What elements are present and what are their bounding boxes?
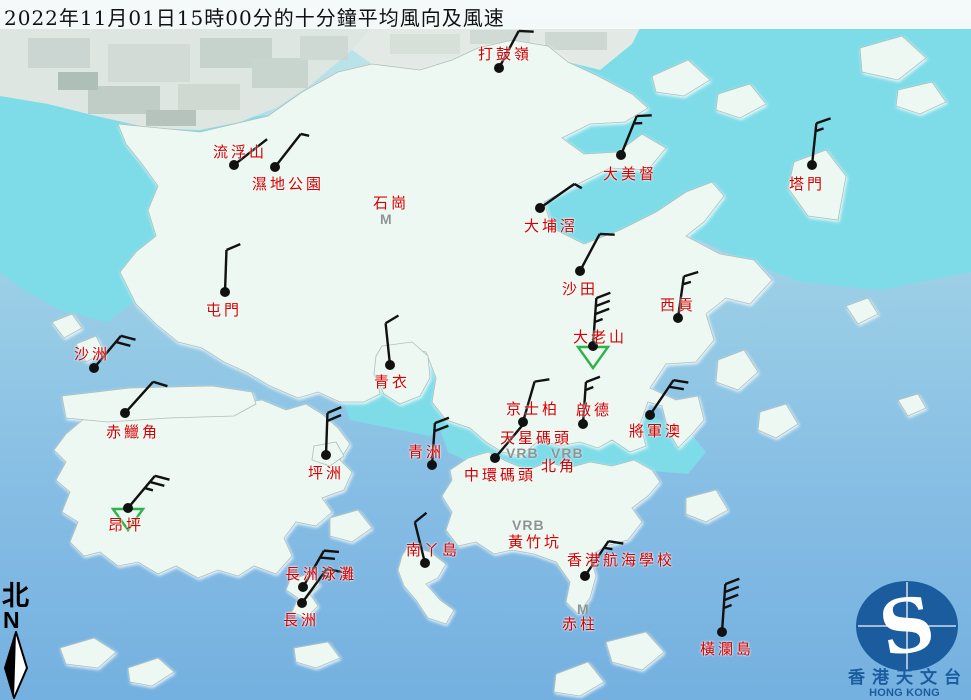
map-title: 2022年11月01日15時00分的十分鐘平均風向及風速 xyxy=(4,6,505,30)
wind-barb-lamma-island xyxy=(413,511,430,568)
variable-wind-marker: VRB xyxy=(551,445,584,461)
station-label-tseung-kwan-o: 將軍澳 xyxy=(629,422,684,440)
hilltop-triangle-icon xyxy=(575,345,611,371)
station-label-central-pier: 中環碼頭 xyxy=(464,466,537,484)
station-dot xyxy=(580,571,590,581)
compass-needle-icon xyxy=(4,631,28,699)
hko-logo: S 香港天文台 HONG KONG OBSERVATORY xyxy=(838,576,971,700)
variable-wind-marker: VRB xyxy=(512,517,545,533)
station-label-cheung-chau-beach: 長洲泳灘 xyxy=(285,565,358,583)
station-dot xyxy=(297,598,307,608)
wind-barb-peng-chau xyxy=(321,406,342,460)
wind-barb-sha-chau xyxy=(89,334,136,373)
station-label-peng-chau: 坪洲 xyxy=(308,464,345,482)
station-label-lau-fau-shan: 流浮山 xyxy=(213,143,268,161)
station-label-star-ferry-pier: 天星碼頭 xyxy=(500,429,573,447)
station-label-tai-po-kau: 大埔滘 xyxy=(524,217,579,235)
wind-barb-wetland-park xyxy=(270,132,310,172)
title-bar: 2022年11月01日15時00分的十分鐘平均風向及風速 xyxy=(0,0,971,30)
north-compass: 北 N xyxy=(2,581,42,700)
wind-barb-cheung-chau-beach xyxy=(298,549,340,592)
station-label-tap-mun: 塔門 xyxy=(789,175,826,193)
hko-logo-name-cn: 香港天文台 xyxy=(848,668,968,688)
wind-barb-waglan-island xyxy=(717,577,740,637)
station-label-waglan-island: 橫瀾島 xyxy=(700,640,755,658)
station-dot xyxy=(385,360,395,370)
hko-logo-name-en: HONG KONG OBSERVATORY xyxy=(862,687,947,700)
station-dot xyxy=(575,266,585,276)
station-label-wong-chuk-hang: 黃竹坑 xyxy=(508,533,563,551)
wind-barb-lau-fau-shan xyxy=(229,138,268,170)
station-label-ngong-ping: 昂坪 xyxy=(108,516,145,534)
station-dot xyxy=(298,582,308,592)
station-dot xyxy=(535,203,545,213)
wind-barb-tai-mei-tuk xyxy=(616,114,652,160)
station-dot xyxy=(420,558,430,568)
wind-barb-sai-kung xyxy=(673,270,699,323)
station-dot xyxy=(807,160,817,170)
station-label-kai-tak: 啟德 xyxy=(576,401,613,419)
shenzhen-urban xyxy=(0,28,640,130)
station-dot xyxy=(270,162,280,172)
station-label-tuen-mun: 屯門 xyxy=(206,301,243,319)
station-dot xyxy=(645,410,655,420)
station-label-kings-park: 京士柏 xyxy=(506,400,561,418)
station-label-sha-tin: 沙田 xyxy=(562,280,599,298)
station-dot xyxy=(717,627,727,637)
variable-wind-marker: VRB xyxy=(506,445,539,461)
station-dot xyxy=(616,150,626,160)
station-dot xyxy=(673,313,683,323)
station-label-chek-lap-kok: 赤鱲角 xyxy=(106,423,161,441)
station-dot xyxy=(427,460,437,470)
station-label-tates-cairn: 大老山 xyxy=(573,328,628,346)
station-label-tsing-yi: 青衣 xyxy=(374,373,411,391)
station-label-wetland-park: 濕地公園 xyxy=(252,175,325,193)
maintenance-marker: M xyxy=(380,211,392,227)
wind-barb-tap-mun xyxy=(807,117,831,170)
station-label-tai-mei-tuk: 大美督 xyxy=(603,165,658,183)
station-dot xyxy=(89,363,99,373)
hko-logo-icon: S xyxy=(856,580,958,674)
station-label-lamma-island: 南丫島 xyxy=(406,541,461,559)
wind-barb-tates-cairn xyxy=(575,291,611,371)
wind-barb-cheung-chau xyxy=(297,567,342,608)
wind-barb-chek-lap-kok xyxy=(120,380,168,418)
compass-label-cn: 北 xyxy=(2,581,29,612)
station-label-ta-kwu-ling: 打鼓嶺 xyxy=(478,45,533,63)
wind-barb-ngong-ping xyxy=(110,474,170,533)
station-dot xyxy=(494,63,504,73)
station-dot xyxy=(578,419,588,429)
wind-barb-green-island xyxy=(427,416,450,470)
station-dot xyxy=(518,417,528,427)
wind-barb-tai-po-kau xyxy=(535,182,583,213)
station-dot xyxy=(123,503,133,513)
station-dot xyxy=(229,160,239,170)
station-dot xyxy=(490,453,500,463)
station-label-sha-chau: 沙洲 xyxy=(74,345,111,363)
station-label-north-point: 北角 xyxy=(541,457,578,475)
station-dot xyxy=(321,450,331,460)
station-label-shek-kong: 石崗 xyxy=(373,194,410,212)
station-label-sai-kung: 西貢 xyxy=(660,296,697,314)
station-label-sea-school: 香港航海學校 xyxy=(567,551,676,569)
station-label-stanley: 赤柱 xyxy=(562,615,599,633)
station-dot xyxy=(220,287,230,297)
wind-barb-tuen-mun xyxy=(220,243,241,297)
wind-barb-tsing-yi xyxy=(384,314,400,370)
station-dot xyxy=(120,408,130,418)
station-label-green-island: 青洲 xyxy=(408,443,445,461)
station-label-cheung-chau: 長洲 xyxy=(283,611,320,629)
maintenance-marker: M xyxy=(577,601,589,617)
compass-label-en: N xyxy=(3,607,20,633)
